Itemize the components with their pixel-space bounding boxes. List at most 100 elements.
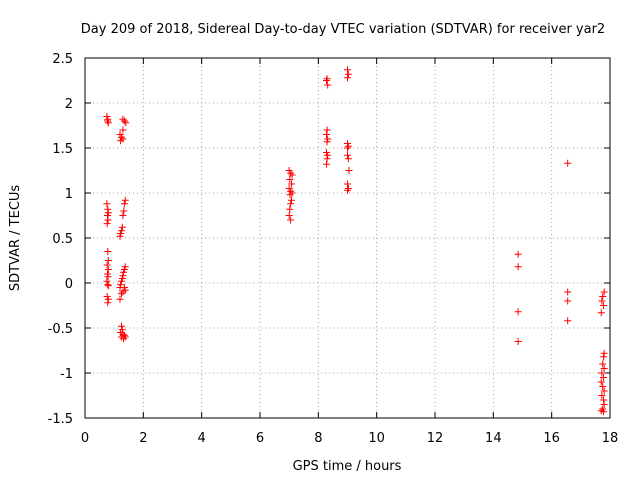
data-point-marker bbox=[344, 66, 351, 74]
data-point-marker bbox=[120, 268, 127, 276]
data-point-marker bbox=[121, 196, 129, 204]
data-point-marker bbox=[104, 205, 112, 213]
data-point-marker bbox=[122, 119, 130, 127]
data-point-marker bbox=[600, 387, 608, 395]
y-tick-label: -1 bbox=[60, 367, 73, 382]
data-point-marker bbox=[104, 119, 112, 127]
data-point-marker bbox=[564, 288, 572, 296]
data-point-marker bbox=[598, 369, 606, 377]
data-point-marker bbox=[344, 74, 351, 82]
chart-title: Day 209 of 2018, Sidereal Day-to-day VTE… bbox=[81, 22, 605, 37]
data-point-marker bbox=[600, 353, 608, 361]
data-point-marker bbox=[323, 131, 330, 138]
data-point-marker bbox=[288, 196, 295, 204]
data-point-marker bbox=[120, 207, 128, 215]
x-tick-label: 0 bbox=[81, 431, 89, 446]
data-point-marker bbox=[514, 250, 522, 258]
x-tick-label: 14 bbox=[485, 431, 502, 446]
x-axis-label: GPS time / hours bbox=[293, 459, 402, 474]
data-point-marker bbox=[597, 378, 605, 386]
x-tick-label: 2 bbox=[139, 431, 147, 446]
data-point-marker bbox=[104, 295, 112, 303]
data-point-marker bbox=[324, 151, 332, 159]
y-tick-label: -1.5 bbox=[48, 412, 73, 427]
data-point-marker bbox=[117, 137, 125, 145]
data-point-marker bbox=[514, 263, 522, 271]
data-point-marker bbox=[119, 212, 127, 219]
data-point-marker bbox=[103, 212, 111, 219]
data-point-marker bbox=[598, 297, 606, 305]
data-point-marker bbox=[287, 169, 295, 177]
x-tick-label: 12 bbox=[427, 431, 444, 446]
data-point-marker bbox=[564, 317, 572, 325]
y-axis-label: SDTVAR / TECUs bbox=[8, 185, 23, 292]
data-point-marker bbox=[344, 144, 351, 152]
data-point-marker bbox=[344, 70, 352, 78]
data-point-marker bbox=[120, 117, 128, 125]
data-point-marker bbox=[120, 200, 128, 208]
data-point-marker bbox=[323, 77, 330, 84]
data-point-marker bbox=[600, 396, 608, 404]
data-point-marker bbox=[287, 187, 295, 195]
data-point-marker bbox=[323, 160, 330, 168]
data-point-marker bbox=[121, 333, 129, 341]
plot-frame bbox=[84, 57, 611, 419]
data-point-marker bbox=[103, 200, 111, 208]
data-point-marker bbox=[600, 302, 608, 309]
data-point-marker bbox=[514, 308, 522, 316]
data-point-marker bbox=[119, 288, 127, 296]
data-point-marker bbox=[104, 281, 112, 289]
data-point-marker bbox=[103, 117, 111, 125]
data-point-marker bbox=[600, 288, 608, 296]
y-tick-label: 2.5 bbox=[52, 52, 73, 67]
data-point-marker bbox=[600, 374, 608, 381]
data-point-marker bbox=[564, 159, 572, 167]
y-tick-label: 0.5 bbox=[52, 232, 73, 247]
data-point-marker bbox=[119, 115, 127, 123]
data-point-marker bbox=[564, 297, 572, 305]
data-points bbox=[103, 66, 608, 416]
data-point-marker bbox=[104, 257, 112, 264]
data-point-marker bbox=[323, 138, 331, 146]
data-point-marker bbox=[324, 81, 332, 89]
data-point-marker bbox=[287, 216, 295, 224]
data-point-marker bbox=[116, 232, 124, 240]
data-point-marker bbox=[104, 248, 112, 255]
data-point-marker bbox=[104, 273, 112, 281]
data-point-marker bbox=[117, 277, 125, 285]
data-point-marker bbox=[514, 338, 522, 345]
data-point-marker bbox=[599, 293, 607, 300]
data-point-marker bbox=[344, 151, 351, 159]
data-point-marker bbox=[599, 383, 607, 390]
data-point-marker bbox=[285, 212, 293, 219]
data-point-marker bbox=[104, 266, 112, 273]
data-point-marker bbox=[117, 133, 125, 141]
y-tick-label: -0.5 bbox=[48, 322, 73, 337]
y-tick-label: 2 bbox=[65, 97, 73, 112]
data-point-marker bbox=[117, 322, 125, 330]
data-point-marker bbox=[119, 126, 127, 134]
x-tick-label: 18 bbox=[602, 431, 619, 446]
data-point-marker bbox=[600, 401, 608, 408]
x-tick-label: 16 bbox=[543, 431, 560, 446]
data-point-marker bbox=[286, 205, 294, 213]
y-tick-label: 0 bbox=[65, 277, 73, 292]
y-tick-label: 1.5 bbox=[52, 142, 73, 157]
data-point-marker bbox=[344, 155, 352, 163]
data-point-marker bbox=[344, 180, 351, 188]
data-point-marker bbox=[599, 360, 607, 368]
data-point-marker bbox=[345, 167, 353, 174]
data-point-marker bbox=[103, 220, 111, 228]
data-point-marker bbox=[120, 331, 128, 339]
data-point-marker bbox=[120, 335, 127, 343]
data-point-marker bbox=[118, 223, 126, 231]
data-point-marker bbox=[600, 365, 608, 372]
x-tick-label: 4 bbox=[198, 431, 206, 446]
data-point-marker bbox=[323, 75, 331, 83]
data-point-marker bbox=[103, 277, 111, 285]
data-point-marker bbox=[344, 186, 351, 194]
x-tick-label: 6 bbox=[256, 431, 264, 446]
data-point-marker bbox=[323, 155, 331, 163]
data-point-marker bbox=[104, 216, 112, 224]
